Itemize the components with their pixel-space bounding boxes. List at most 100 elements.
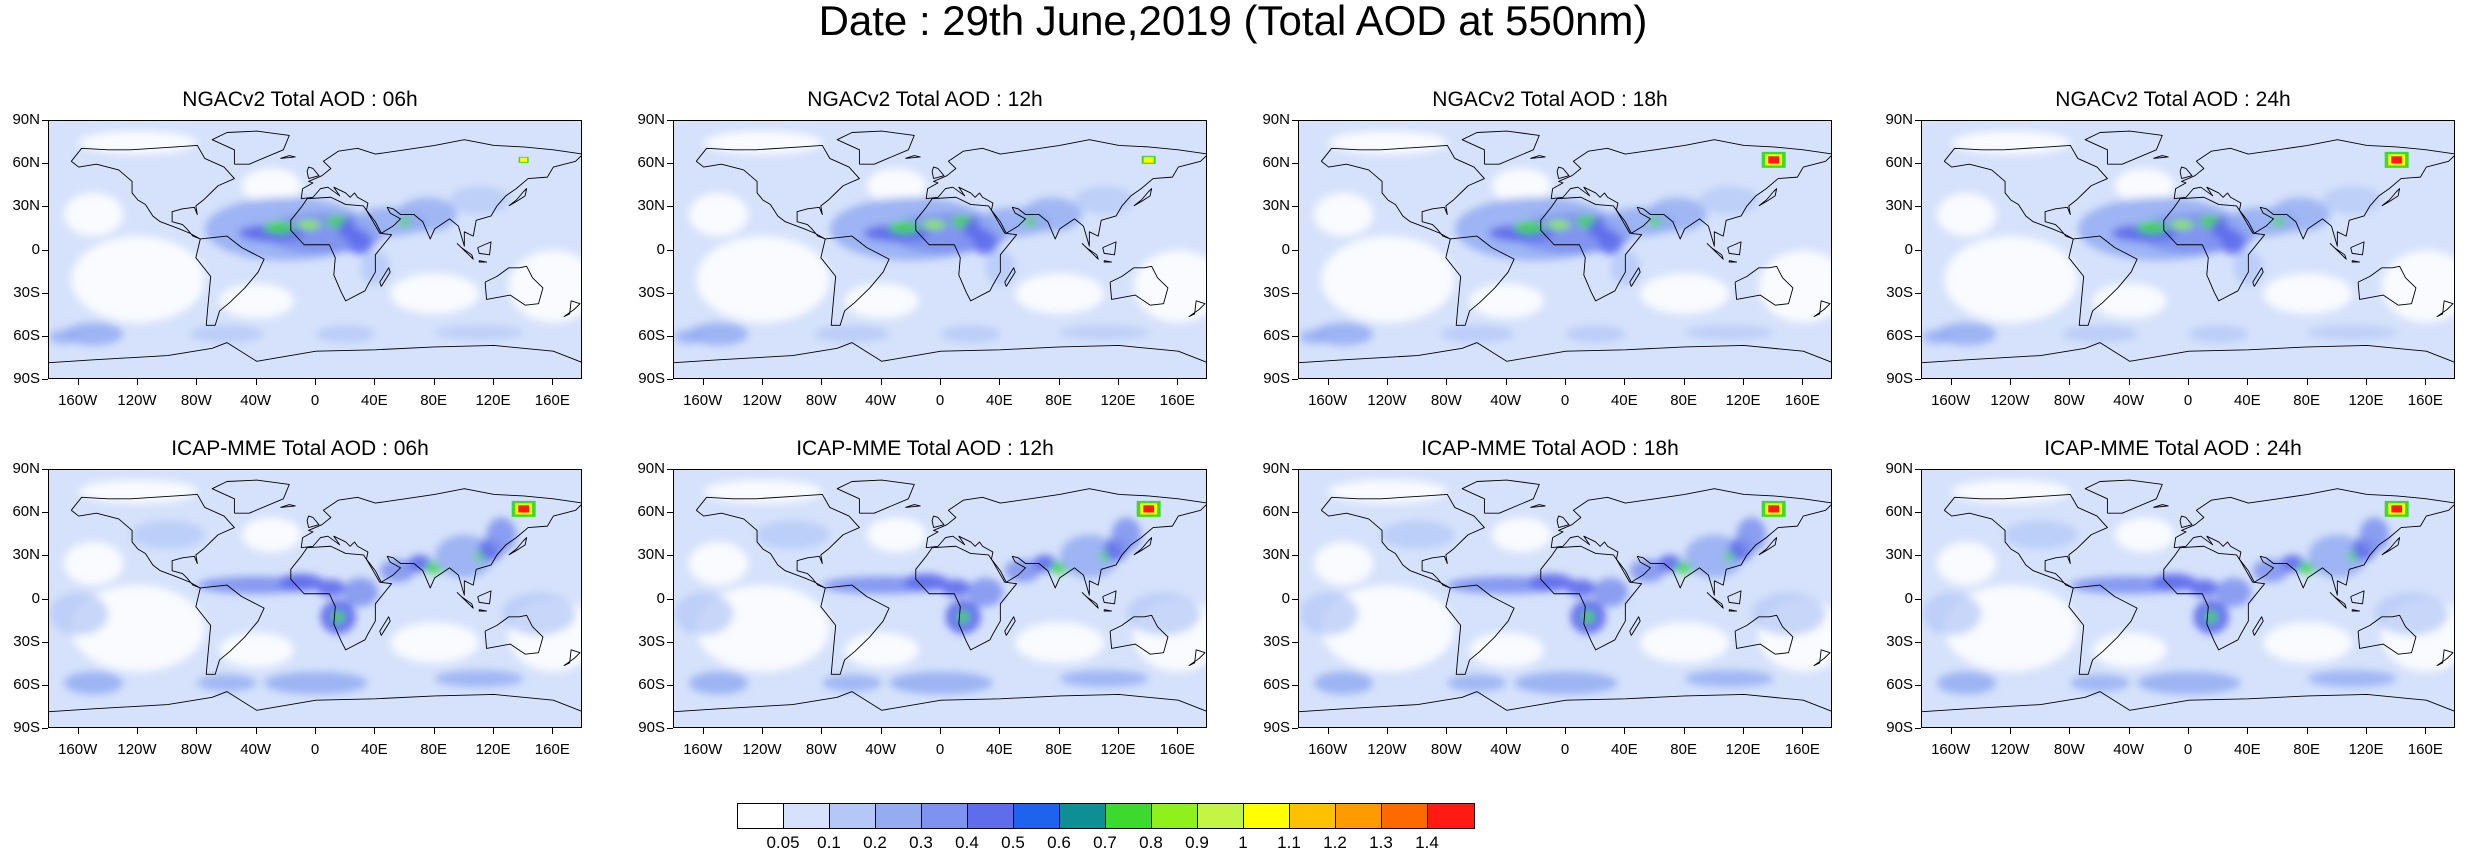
panel-title: ICAP-MME Total AOD : 24h bbox=[2044, 437, 2302, 460]
lat-tick-label: 90S bbox=[1886, 719, 1913, 736]
lat-tick-mark bbox=[1292, 292, 1298, 294]
lon-tick-mark bbox=[1118, 728, 1119, 734]
lon-tick-mark bbox=[2069, 379, 2071, 385]
lat-tick-label: 60S bbox=[1263, 675, 1290, 693]
lon-tick-mark bbox=[880, 379, 882, 385]
colorbar-label: 0.4 bbox=[955, 833, 979, 852]
lat-tick-label: 90N bbox=[1885, 460, 1913, 477]
lat-tick-label: 30N bbox=[12, 197, 40, 215]
lon-tick-label: 120W bbox=[117, 392, 157, 409]
lat-tick-label: 60N bbox=[1262, 503, 1290, 521]
lon-tick-label: 40E bbox=[360, 392, 388, 409]
lon-tick-mark bbox=[433, 379, 435, 385]
lat-tick-mark bbox=[1915, 728, 1921, 729]
lon-tick-mark bbox=[137, 728, 138, 734]
lat-tick-label: 90S bbox=[13, 370, 40, 387]
lon-tick-label: 80W bbox=[2053, 741, 2085, 758]
aod-map bbox=[49, 121, 581, 378]
lon-tick-label: 0 bbox=[310, 741, 320, 758]
lat-tick-mark bbox=[1915, 379, 1921, 380]
lon-tick-mark bbox=[196, 728, 198, 734]
lat-tick-mark bbox=[667, 728, 673, 729]
lat-tick-mark bbox=[42, 249, 48, 251]
lon-tick-label: 160E bbox=[2407, 392, 2443, 409]
colorbar-label: 0.8 bbox=[1139, 833, 1163, 852]
lat-tick-label: 60S bbox=[1886, 675, 1913, 693]
lon-tick-label: 80E bbox=[420, 392, 447, 409]
colorbar-label: 0.6 bbox=[1047, 833, 1071, 852]
lon-tick-mark bbox=[1327, 728, 1329, 734]
lon-tick-mark bbox=[77, 379, 79, 385]
panel-title: ICAP-MME Total AOD : 18h bbox=[1421, 437, 1679, 460]
map-panel: ICAP-MME Total AOD : 24h 90N 60N 30N 0 30S 60S… bbox=[1873, 437, 2466, 767]
lat-tick-mark bbox=[667, 292, 673, 294]
lon-tick-label: 40E bbox=[2233, 392, 2261, 409]
lat-tick-label: 30S bbox=[13, 283, 40, 301]
map-frame bbox=[673, 469, 1207, 728]
aerosol-field bbox=[674, 480, 1206, 695]
lon-tick-mark bbox=[821, 728, 823, 734]
lon-tick-label: 80W bbox=[1430, 741, 1462, 758]
map-frame bbox=[1298, 469, 1832, 728]
lat-tick-label: 60S bbox=[638, 326, 665, 344]
lat-tick-label: 30S bbox=[1886, 632, 1913, 650]
lon-tick-label: 40W bbox=[1490, 392, 1522, 409]
lat-tick-label: 0 bbox=[31, 589, 40, 607]
colorbar bbox=[737, 803, 1475, 829]
map-frame bbox=[1921, 469, 2455, 728]
aod-map bbox=[49, 470, 581, 727]
colorbar-swatch bbox=[968, 804, 1014, 828]
map-panel: NGACv2 Total AOD : 24h 90N 60N 30N 0 30S 60S 90… bbox=[1873, 88, 2466, 418]
lat-tick-label: 90N bbox=[637, 111, 665, 128]
lon-tick-mark bbox=[1624, 728, 1626, 734]
lon-tick-mark bbox=[821, 379, 823, 385]
lon-tick-mark bbox=[493, 728, 494, 734]
lat-tick-mark bbox=[42, 641, 48, 643]
lon-tick-label: 80E bbox=[1670, 741, 1697, 758]
colorbar-label: 0.9 bbox=[1185, 833, 1209, 852]
lon-tick-label: 120E bbox=[2348, 741, 2384, 758]
lon-tick-label: 80W bbox=[1430, 392, 1462, 409]
fire-hotspot bbox=[1761, 500, 1786, 517]
lon-tick-label: 120E bbox=[1100, 741, 1136, 758]
lat-tick-mark bbox=[1292, 555, 1298, 557]
coastlines bbox=[1922, 479, 2454, 713]
lon-tick-label: 0 bbox=[935, 392, 945, 409]
lat-tick-label: 90S bbox=[638, 370, 665, 387]
lon-tick-label: 120W bbox=[1367, 741, 1407, 758]
lon-tick-mark bbox=[374, 728, 376, 734]
lat-tick-mark bbox=[667, 684, 673, 686]
map-panel: ICAP-MME Total AOD : 18h 90N 60N 30N 0 30S 60S… bbox=[1250, 437, 1850, 767]
lat-tick-mark bbox=[1292, 641, 1298, 643]
lat-tick-mark bbox=[42, 555, 48, 557]
lon-tick-mark bbox=[255, 379, 257, 385]
lon-tick-label: 80E bbox=[2293, 392, 2320, 409]
colorbar-swatch bbox=[922, 804, 968, 828]
lon-tick-mark bbox=[2188, 379, 2189, 385]
lat-tick-label: 30N bbox=[1262, 197, 1290, 215]
lon-tick-label: 40W bbox=[2113, 392, 2145, 409]
lon-tick-label: 160W bbox=[1931, 392, 1971, 409]
lat-tick-label: 90N bbox=[12, 460, 40, 477]
aod-map bbox=[1922, 121, 2454, 378]
lon-tick-mark bbox=[1446, 379, 1448, 385]
lon-tick-label: 40W bbox=[1490, 741, 1522, 758]
lon-tick-label: 160E bbox=[1784, 392, 1820, 409]
lon-tick-label: 120W bbox=[742, 741, 782, 758]
lat-tick-label: 30S bbox=[638, 632, 665, 650]
lat-tick-label: 90N bbox=[1262, 460, 1290, 477]
colorbar-label: 1.1 bbox=[1277, 833, 1301, 852]
lon-tick-label: 80E bbox=[1670, 392, 1697, 409]
lat-tick-label: 0 bbox=[1904, 589, 1913, 607]
lon-tick-label: 160E bbox=[534, 741, 570, 758]
colorbar-swatch bbox=[1382, 804, 1428, 828]
lat-tick-mark bbox=[1915, 249, 1921, 251]
lat-tick-mark bbox=[667, 598, 673, 600]
lat-tick-mark bbox=[667, 249, 673, 251]
aerosol-field bbox=[1299, 480, 1831, 695]
lon-tick-label: 160E bbox=[534, 392, 570, 409]
lon-tick-label: 160E bbox=[1159, 741, 1195, 758]
lon-tick-label: 40W bbox=[2113, 741, 2145, 758]
fire-hotspot bbox=[1136, 500, 1161, 517]
aod-map bbox=[1299, 470, 1831, 727]
